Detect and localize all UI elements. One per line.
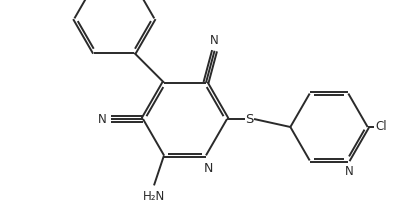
Text: N: N <box>345 166 354 179</box>
Text: H₂N: H₂N <box>143 190 165 203</box>
Text: N: N <box>203 162 213 175</box>
Text: S: S <box>245 112 253 125</box>
Text: N: N <box>98 112 107 125</box>
Text: Cl: Cl <box>376 121 387 134</box>
Text: N: N <box>210 34 219 47</box>
